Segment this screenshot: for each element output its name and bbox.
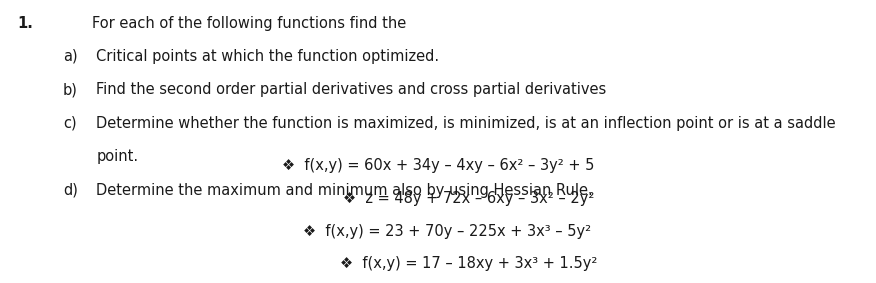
Text: For each of the following functions find the: For each of the following functions find… xyxy=(92,16,406,31)
Text: d): d) xyxy=(63,183,78,198)
Text: ❖  z = 48y + 72x – 6xy – 3x² – 2y²: ❖ z = 48y + 72x – 6xy – 3x² – 2y² xyxy=(343,191,594,206)
Text: c): c) xyxy=(63,116,77,131)
Text: Find the second order partial derivatives and cross partial derivatives: Find the second order partial derivative… xyxy=(96,82,606,97)
Text: 1.: 1. xyxy=(18,16,33,31)
Text: b): b) xyxy=(63,82,78,97)
Text: ❖  f(x,y) = 23 + 70y – 225x + 3x³ – 5y²: ❖ f(x,y) = 23 + 70y – 225x + 3x³ – 5y² xyxy=(303,224,590,239)
Text: ❖  f(x,y) = 60x + 34y – 4xy – 6x² – 3y² + 5: ❖ f(x,y) = 60x + 34y – 4xy – 6x² – 3y² +… xyxy=(282,158,594,173)
Text: Determine the maximum and minimum also by using Hessian Rule.: Determine the maximum and minimum also b… xyxy=(96,183,593,198)
Text: Determine whether the function is maximized, is minimized, is at an inflection p: Determine whether the function is maximi… xyxy=(96,116,836,131)
Text: ❖  f(x,y) = 17 – 18xy + 3x³ + 1.5y²: ❖ f(x,y) = 17 – 18xy + 3x³ + 1.5y² xyxy=(340,256,597,271)
Text: Critical points at which the function optimized.: Critical points at which the function op… xyxy=(96,49,440,64)
Text: a): a) xyxy=(63,49,78,64)
Text: point.: point. xyxy=(96,149,138,164)
